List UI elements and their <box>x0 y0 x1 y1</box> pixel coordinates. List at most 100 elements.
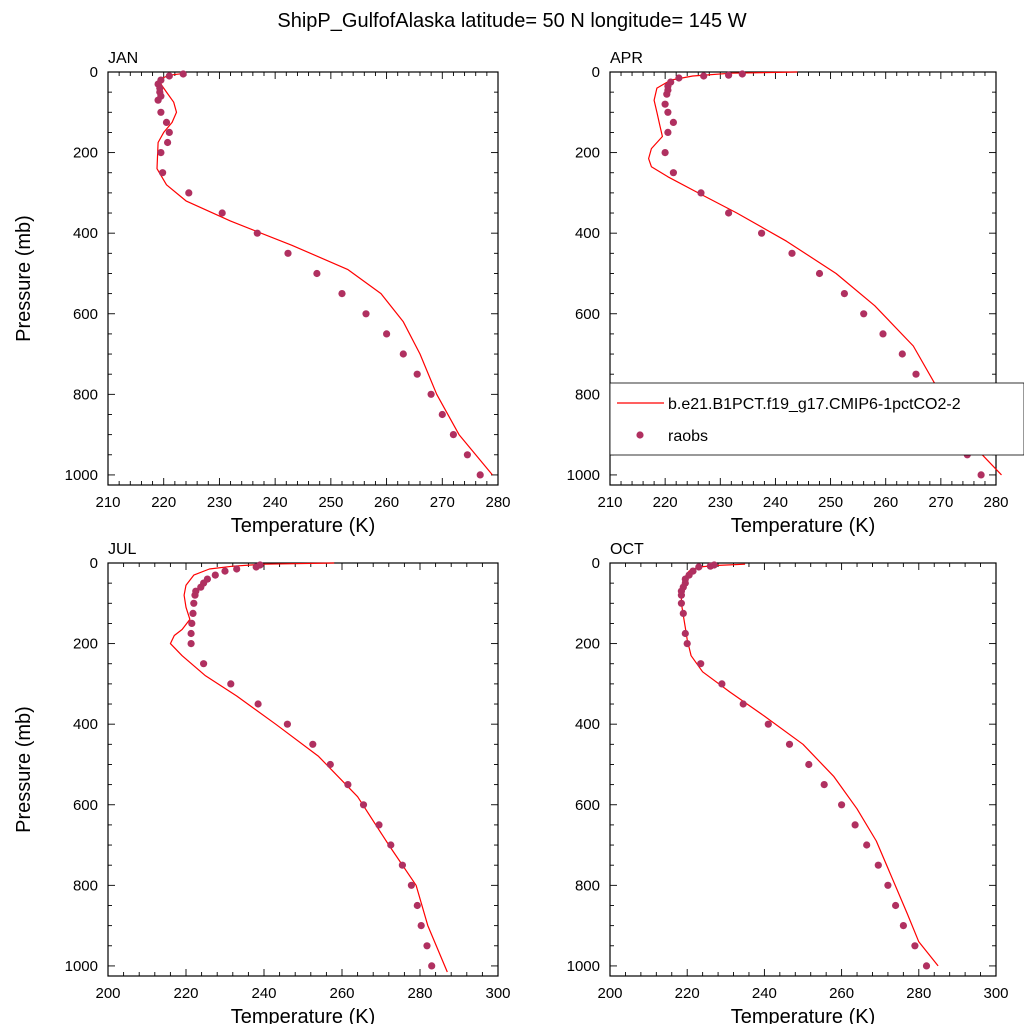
raobs-point <box>233 565 241 573</box>
x-tick-label: 280 <box>407 985 432 1002</box>
raobs-point <box>725 71 733 79</box>
raobs-point <box>815 269 824 278</box>
raobs-point <box>697 660 705 668</box>
raobs-point <box>879 330 887 338</box>
y-axis-label: Pressure (mb) <box>13 215 35 342</box>
raobs-point <box>383 330 391 338</box>
y-tick-label: 800 <box>73 877 98 894</box>
x-axis-label: Temperature (K) <box>731 1006 876 1024</box>
x-tick-label: 210 <box>597 494 622 511</box>
raobs-point <box>922 962 931 970</box>
x-tick-label: 300 <box>983 985 1008 1002</box>
raobs-point <box>438 410 446 419</box>
plot-frame-jan <box>107 71 499 486</box>
model-series-line-jan <box>156 72 493 476</box>
legend-obs-label: raobs <box>668 428 708 445</box>
raobs-point <box>188 619 196 628</box>
x-tick-label: 260 <box>374 494 399 511</box>
x-tick-label: 210 <box>95 494 120 511</box>
raobs-point <box>669 169 678 177</box>
raobs-point <box>695 563 703 571</box>
y-tick-label: 1000 <box>567 467 600 484</box>
x-tick-label: 280 <box>983 494 1008 511</box>
raobs-point <box>165 72 173 80</box>
raobs-point <box>675 74 683 82</box>
raobs-point <box>283 720 291 728</box>
raobs-point <box>677 591 686 599</box>
legend-model-label: b.e21.B1PCT.f19_g17.CMIP6-1pctCO2-2 <box>668 396 961 413</box>
raobs-point <box>449 431 457 439</box>
panel-title-jul: JUL <box>108 541 137 558</box>
x-tick-label: 260 <box>873 494 898 511</box>
raobs-point <box>863 841 871 849</box>
x-tick-label: 250 <box>318 494 343 511</box>
raobs-point <box>661 149 669 157</box>
plot-frame-jul <box>107 562 499 977</box>
x-tick-label: 260 <box>829 985 854 1002</box>
raobs-point <box>874 861 882 869</box>
raobs-point <box>185 189 193 197</box>
raobs-point <box>423 942 431 950</box>
legend: b.e21.B1PCT.f19_g17.CMIP6-1pctCO2-2 raob… <box>609 382 1024 456</box>
raobs-point <box>851 821 859 829</box>
panel-oct: 200 220 240 260 280 300 0 200 400 600 800 1000 OCT Te… <box>567 541 1009 1024</box>
raobs-point <box>190 599 198 607</box>
y-tick-label: 400 <box>575 716 600 733</box>
raobs-point <box>252 563 260 571</box>
x-tick-label: 280 <box>485 494 510 511</box>
raobs-point <box>157 149 165 157</box>
y-tick-label: 0 <box>592 64 600 81</box>
raobs-point <box>253 229 261 237</box>
raobs-point <box>227 680 235 688</box>
x-tick-label: 200 <box>95 985 120 1002</box>
y-tick-label: 400 <box>73 716 98 733</box>
raobs-point <box>706 562 715 570</box>
x-tick-label: 240 <box>251 985 276 1002</box>
x-tick-label: 230 <box>708 494 733 511</box>
x-axis-label: Temperature (K) <box>731 515 876 537</box>
x-axis-label: Temperature (K) <box>231 515 376 537</box>
x-tick-label: 270 <box>430 494 455 511</box>
x-tick-label: 220 <box>151 494 176 511</box>
x-tick-label: 240 <box>763 494 788 511</box>
y-tick-label: 0 <box>592 555 600 572</box>
y-tick-label: 0 <box>90 64 98 81</box>
raobs-point <box>805 760 813 769</box>
raobs-point <box>387 841 395 849</box>
raobs-point <box>197 583 205 591</box>
panel-title-oct: OCT <box>610 541 644 558</box>
raobs-point <box>661 100 669 108</box>
raobs-point <box>669 118 678 126</box>
raobs-point <box>187 640 195 648</box>
y-tick-label: 200 <box>73 145 98 162</box>
raobs-point <box>884 881 892 889</box>
raobs-point <box>764 720 772 728</box>
raobs-point <box>681 629 689 638</box>
raobs-point <box>677 599 686 607</box>
raobs-point <box>254 700 262 708</box>
x-tick-label: 220 <box>675 985 700 1002</box>
raobs-point <box>820 781 828 789</box>
raobs-point <box>899 922 908 930</box>
x-tick-label: 280 <box>906 985 931 1002</box>
raobs-point <box>738 70 746 78</box>
raobs-point <box>211 571 219 579</box>
x-tick-label: 220 <box>173 985 198 1002</box>
x-tick-label: 240 <box>752 985 777 1002</box>
x-tick-label: 260 <box>329 985 354 1002</box>
raobs-point <box>788 249 796 257</box>
model-series-line-jul <box>169 562 448 973</box>
y-tick-label: 0 <box>90 555 98 572</box>
y-tick-label: 200 <box>575 145 600 162</box>
raobs-point <box>326 760 334 769</box>
y-tick-label: 800 <box>575 877 600 894</box>
raobs-point <box>679 609 687 618</box>
raobs-point <box>683 640 691 648</box>
raobs-point <box>338 290 346 298</box>
legend-box <box>609 382 1024 456</box>
model-series-line-apr <box>647 71 1002 476</box>
raobs-point <box>898 350 906 358</box>
raobs-point <box>157 108 165 116</box>
y-tick-label: 600 <box>575 797 600 814</box>
x-tick-label: 250 <box>818 494 843 511</box>
